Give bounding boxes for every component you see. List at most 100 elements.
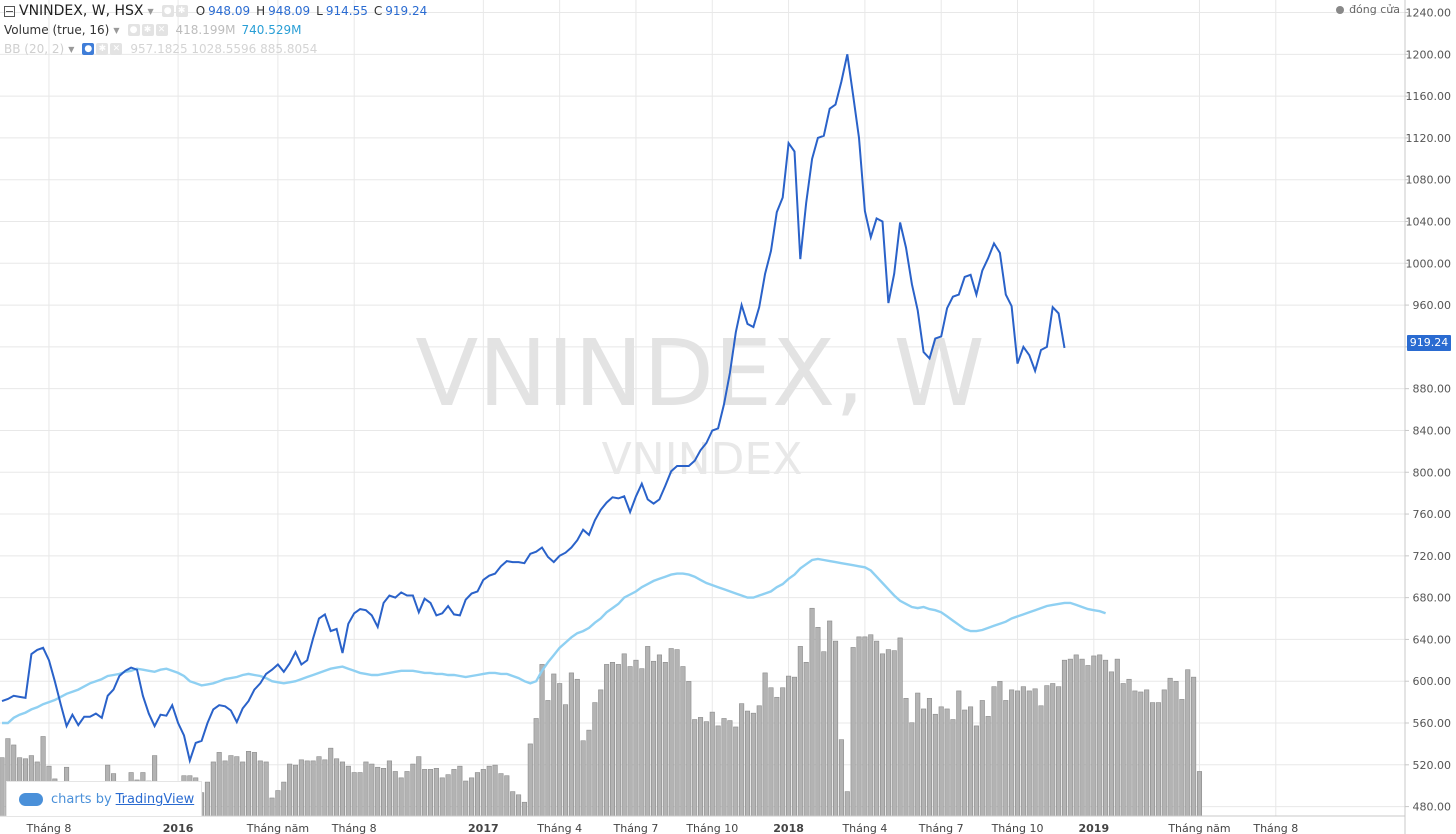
volume-bar	[744, 710, 751, 817]
y-axis: 480.00 520.00 560.00 600.00 640.00 680.00 720.…	[1405, 7, 1451, 814]
grid-lines	[0, 0, 1405, 816]
volume-bar	[1144, 689, 1150, 817]
volume-bar	[1155, 702, 1161, 817]
symbol-title[interactable]: VNINDEX, W, HSX	[19, 3, 144, 19]
volume-bar	[774, 696, 780, 817]
y-tick-label: 1000.00	[1406, 257, 1452, 270]
x-tick-label: 2018	[773, 822, 804, 834]
gear-icon[interactable]: ✱	[96, 43, 109, 55]
volume-bar	[1026, 690, 1032, 817]
gear-icon[interactable]: ✱	[141, 24, 154, 36]
volume-bar	[739, 703, 745, 817]
volume-bar	[1179, 699, 1185, 817]
volume-bar	[956, 690, 962, 817]
bb-title[interactable]: BB (20, 2)	[4, 42, 65, 56]
volume-bar	[298, 759, 304, 817]
volume-bar	[304, 760, 310, 817]
volume-bar	[651, 660, 657, 817]
volume-bar	[480, 769, 486, 817]
volume-bar	[533, 718, 539, 817]
close-icon[interactable]: ✕	[155, 24, 168, 36]
watermark-main: VNINDEX, W	[415, 320, 984, 427]
volume-bar	[492, 764, 498, 817]
volume-bar	[850, 647, 856, 817]
y-tick-label: 1080.00	[1406, 174, 1452, 187]
volume-bar	[1091, 655, 1097, 817]
eye-off-icon[interactable]: ●	[82, 43, 95, 55]
x-tick-label: Tháng 7	[918, 822, 964, 834]
volume-bar	[474, 772, 481, 817]
volume-bar	[921, 708, 927, 817]
volume-bar	[1009, 689, 1015, 817]
eye-icon[interactable]: ●	[127, 24, 140, 36]
volume-bar	[809, 607, 815, 817]
volume-bar	[645, 646, 651, 817]
volume-bar	[469, 777, 475, 817]
volume-bar	[281, 781, 287, 817]
chevron-down-icon[interactable]: ▼	[147, 6, 154, 16]
volume-bar	[891, 650, 897, 817]
volume-bar	[885, 649, 891, 817]
volume-bar	[457, 765, 463, 817]
volume-bar	[668, 648, 674, 817]
y-tick-label: 880.00	[1413, 383, 1452, 396]
volume-bar	[1167, 677, 1173, 817]
chevron-down-icon[interactable]: ▼	[113, 25, 120, 35]
x-axis: Tháng 8 2016 Tháng năm Tháng 8 2017 Tháng 4 Th…	[26, 822, 1299, 834]
close-icon[interactable]: ✕	[110, 43, 123, 55]
volume-bar	[551, 673, 557, 817]
volume-bar	[539, 664, 545, 817]
x-tick-label: Tháng năm	[1167, 822, 1230, 834]
legend-volume: Volume (true, 16) ▼ ● ✱ ✕ 418.199M 740.5…	[4, 21, 301, 39]
volume-bar	[639, 668, 645, 817]
volume-bar	[1138, 691, 1144, 817]
volume-bar	[915, 692, 921, 817]
volume-bar	[697, 717, 704, 817]
x-tick-label: Tháng 4	[536, 822, 582, 834]
volume-bar	[568, 672, 574, 817]
volume-bar	[592, 702, 598, 817]
volume-title[interactable]: Volume (true, 16)	[4, 23, 110, 37]
volume-bar	[510, 791, 516, 817]
volume-bar	[392, 771, 398, 817]
volume-bar	[498, 773, 504, 817]
volume-bar	[404, 771, 410, 817]
gear-icon[interactable]: ✱	[175, 5, 188, 17]
volume-bar	[897, 637, 903, 817]
last-price-tag: 919.24	[1407, 335, 1451, 351]
x-tick-label: Tháng năm	[246, 822, 309, 834]
tradingview-badge[interactable]: charts by TradingView	[6, 781, 202, 817]
volume-bar	[381, 767, 387, 817]
chevron-down-icon[interactable]: ▼	[68, 44, 75, 54]
volume-bar	[827, 620, 833, 817]
volume-bar	[727, 720, 733, 817]
volume-bar	[580, 740, 586, 817]
volume-bar	[1014, 690, 1021, 817]
brand-link[interactable]: TradingView	[115, 791, 195, 807]
collapse-icon[interactable]	[4, 5, 15, 17]
x-tick-label: Tháng 8	[1252, 822, 1298, 834]
volume-bar	[680, 666, 686, 817]
volume-bar	[0, 757, 5, 817]
volume-bar	[844, 791, 850, 817]
volume-bar	[1161, 689, 1167, 817]
volume-bar	[345, 765, 351, 817]
volume-bar	[756, 705, 762, 817]
volume-bar	[604, 664, 610, 817]
volume-bar	[263, 761, 269, 817]
watermark: VNINDEX, W VNINDEX	[415, 320, 984, 485]
volume-bar	[269, 797, 275, 817]
legend-bb: BB (20, 2) ▼ ● ✱ ✕ 957.1825 1028.5596 88…	[4, 40, 317, 58]
eye-icon[interactable]: ●	[161, 5, 174, 17]
x-tick-label: Tháng 8	[331, 822, 377, 834]
volume-bar	[1185, 669, 1191, 817]
volume-bar	[521, 801, 527, 817]
volume-bar	[879, 653, 886, 817]
y-tick-label: 1200.00	[1406, 48, 1452, 61]
volume-bar	[721, 718, 727, 817]
volume-bar	[416, 756, 422, 817]
volume-bar	[310, 760, 316, 817]
volume-bar	[275, 790, 281, 817]
volume-bar	[486, 765, 492, 817]
